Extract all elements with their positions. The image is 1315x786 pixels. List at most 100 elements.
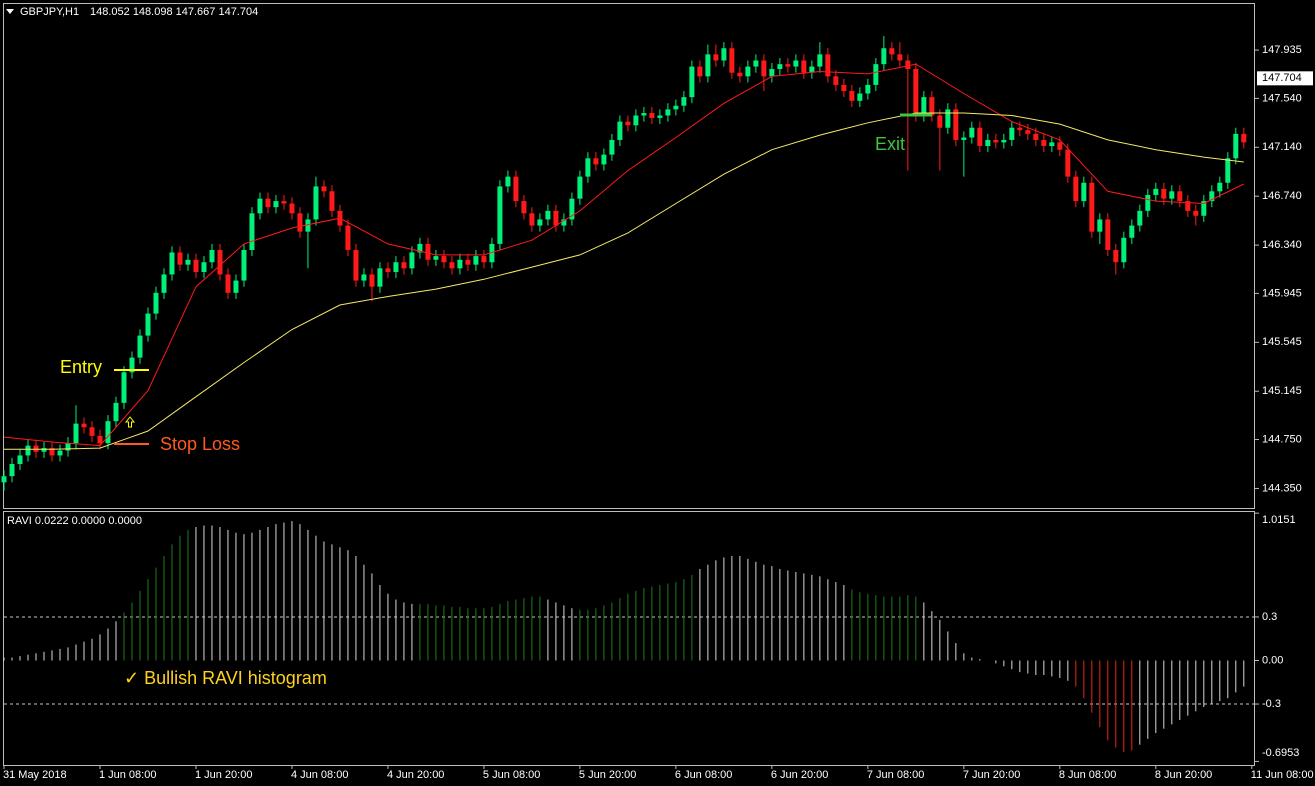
candle-body [25, 445, 31, 456]
candle-body [665, 109, 671, 116]
y-tick-label: 147.935 [1262, 44, 1302, 56]
candle-body [473, 256, 479, 265]
candle-body [1, 476, 7, 483]
candle-body [1185, 201, 1191, 211]
candle-body [329, 191, 335, 211]
moving-average [4, 112, 1244, 450]
candle-body [641, 113, 647, 116]
candle-body [713, 54, 719, 61]
candle-body [785, 64, 791, 67]
y-tick-label: 1.0151 [1262, 514, 1296, 526]
candle-body [1129, 225, 1135, 238]
y-tick-label: 146.740 [1262, 190, 1302, 202]
candle-body [1041, 139, 1047, 147]
x-tick-label: 5 Jun 20:00 [579, 769, 637, 781]
candle-body [865, 84, 871, 94]
candle-body [377, 268, 383, 287]
candle-body [449, 262, 455, 269]
candle-body [1081, 182, 1087, 202]
indicator-title: RAVI 0.0222 0.0000 0.0000 [7, 515, 142, 527]
exit-label: Exit [875, 134, 905, 154]
candle-body [673, 105, 679, 110]
candle-body [737, 72, 743, 77]
candle-body [209, 249, 215, 263]
candle-body [505, 176, 511, 187]
candle-body [129, 357, 135, 373]
candle-body [929, 97, 935, 116]
candle-body [345, 225, 351, 250]
candle-body [1169, 191, 1175, 199]
candle-body [193, 259, 199, 273]
candle-body [585, 158, 591, 177]
candle-body [1017, 127, 1023, 131]
candle-body [249, 213, 255, 250]
candle-body [281, 201, 287, 204]
candle-body [857, 93, 863, 101]
candle-body [1001, 139, 1007, 143]
candle-body [1153, 188, 1159, 195]
moving-average [3, 63, 1245, 447]
x-tick-label: 7 Jun 08:00 [867, 769, 925, 781]
y-tick-label: 145.145 [1262, 385, 1302, 397]
candle-body [17, 455, 23, 464]
candle-body [905, 60, 911, 70]
candle-body [705, 54, 711, 77]
candle-body [873, 64, 879, 85]
y-tick-label: -0.3 [1262, 698, 1281, 710]
price-panel [3, 3, 1255, 509]
candle-body [889, 48, 895, 55]
candle-body [697, 66, 703, 77]
candle-body [649, 113, 655, 118]
candle-body [1225, 158, 1231, 183]
candle-body [521, 201, 527, 214]
candle-body [409, 252, 415, 269]
candle-body [49, 448, 55, 456]
candle-body [801, 60, 807, 73]
candle-body [625, 121, 631, 126]
candle-body [1033, 133, 1039, 140]
candle-body [465, 259, 471, 265]
entry-label: Entry [60, 357, 102, 377]
candle-body [993, 139, 999, 143]
candle-body [577, 176, 583, 199]
candle-body [41, 448, 47, 452]
last-price-box [1257, 71, 1313, 86]
candle-body [1233, 133, 1239, 159]
candle-body [1105, 219, 1111, 250]
candle-body [241, 249, 247, 281]
candle-body [953, 109, 959, 140]
x-tick-label: 6 Jun 20:00 [771, 769, 829, 781]
candle-body [33, 445, 39, 452]
menu-triangle [6, 9, 14, 14]
candle-body [369, 274, 375, 287]
candle-body [1193, 210, 1199, 216]
candle-body [393, 262, 399, 273]
candle-body [425, 243, 431, 260]
candle-body [609, 139, 615, 155]
candle-body [73, 423, 79, 444]
candle-body [553, 210, 559, 226]
candle-body [169, 252, 175, 275]
x-tick-label: 1 Jun 20:00 [195, 769, 253, 781]
candle-body [793, 60, 799, 67]
candle-body [1241, 133, 1247, 143]
candle-body [745, 66, 751, 77]
candle-body [457, 259, 463, 269]
candle-body [65, 443, 71, 451]
candle-body [265, 198, 271, 208]
candle-body [1201, 201, 1207, 216]
candle-body [313, 186, 319, 220]
candle-body [1009, 127, 1015, 140]
last-price-label: 147.704 [1262, 72, 1302, 84]
y-tick-label: 0.3 [1262, 611, 1277, 623]
candle-body [849, 91, 855, 101]
candle-body [921, 97, 927, 116]
candle-body [145, 313, 151, 336]
candle-body [537, 219, 543, 226]
candle-body [97, 435, 103, 444]
candle-body [233, 280, 239, 293]
candle-body [961, 137, 967, 140]
candle-body [769, 69, 775, 77]
candle-body [937, 115, 943, 128]
